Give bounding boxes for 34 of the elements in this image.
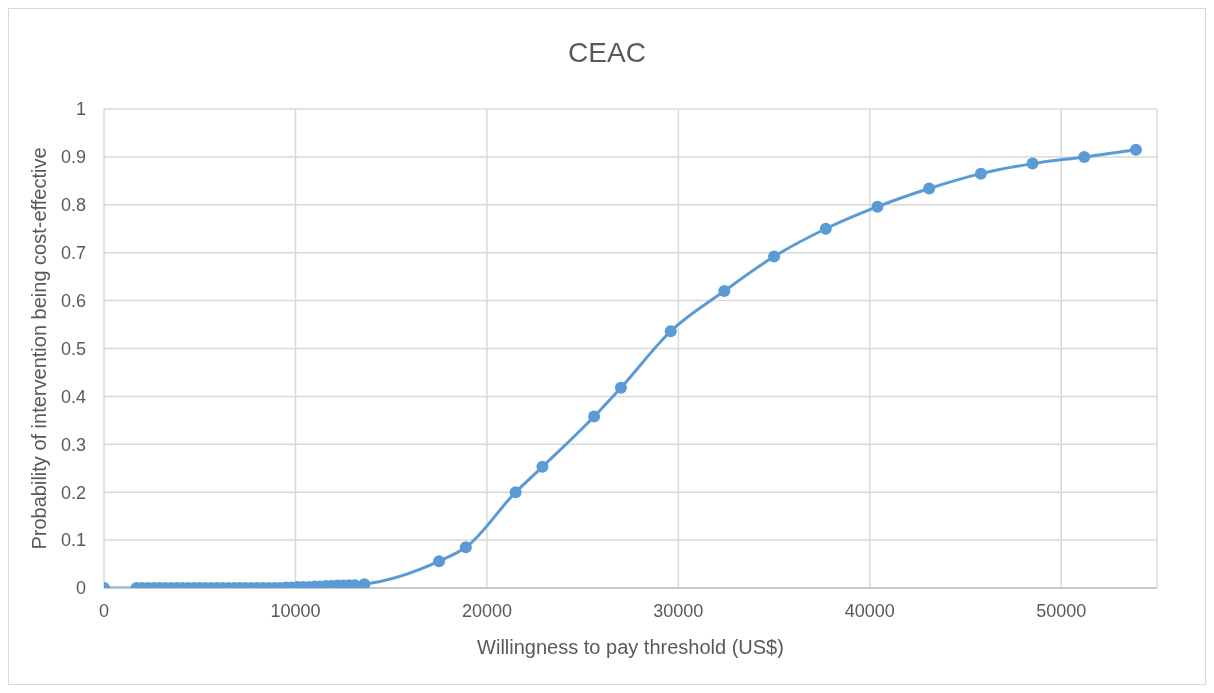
y-tick-label: 0.2 — [60, 482, 86, 503]
y-tick-label: 0.3 — [60, 434, 86, 455]
y-tick-label: 1 — [75, 99, 86, 120]
point — [664, 325, 677, 338]
y-axis-title: Probability of intervention being cost-effective — [28, 147, 51, 550]
point — [1026, 157, 1039, 170]
point — [718, 285, 731, 298]
point — [614, 381, 627, 394]
x-tick-label: 0 — [98, 600, 110, 621]
point — [871, 200, 884, 213]
x-tick-label: 40000 — [844, 600, 895, 621]
y-tick-label: 0.8 — [60, 195, 86, 216]
y-tick-label: 0.1 — [60, 530, 86, 551]
x-tick-label: 50000 — [1036, 600, 1087, 621]
x-tick-label: 20000 — [461, 600, 512, 621]
point — [1129, 143, 1142, 156]
point — [819, 222, 832, 235]
x-tick-label: 10000 — [270, 600, 321, 621]
x-tick-label: 30000 — [653, 600, 704, 621]
point — [1078, 150, 1091, 163]
y-tick-label: 0 — [75, 578, 86, 599]
point — [358, 578, 371, 588]
point — [923, 182, 936, 195]
y-tick-label: 0.5 — [60, 338, 86, 359]
x-axis-title: Willingness to pay threshold (US$) — [477, 636, 784, 658]
point — [974, 167, 987, 180]
y-tick-label: 0.4 — [60, 386, 86, 407]
y-tick-label: 0.6 — [60, 290, 86, 311]
point — [536, 460, 549, 473]
point — [588, 410, 601, 423]
y-tick-label: 0.9 — [60, 147, 86, 168]
point — [768, 250, 781, 263]
chart-title: CEAC — [567, 37, 647, 69]
y-tick-label: 0.7 — [60, 243, 86, 264]
